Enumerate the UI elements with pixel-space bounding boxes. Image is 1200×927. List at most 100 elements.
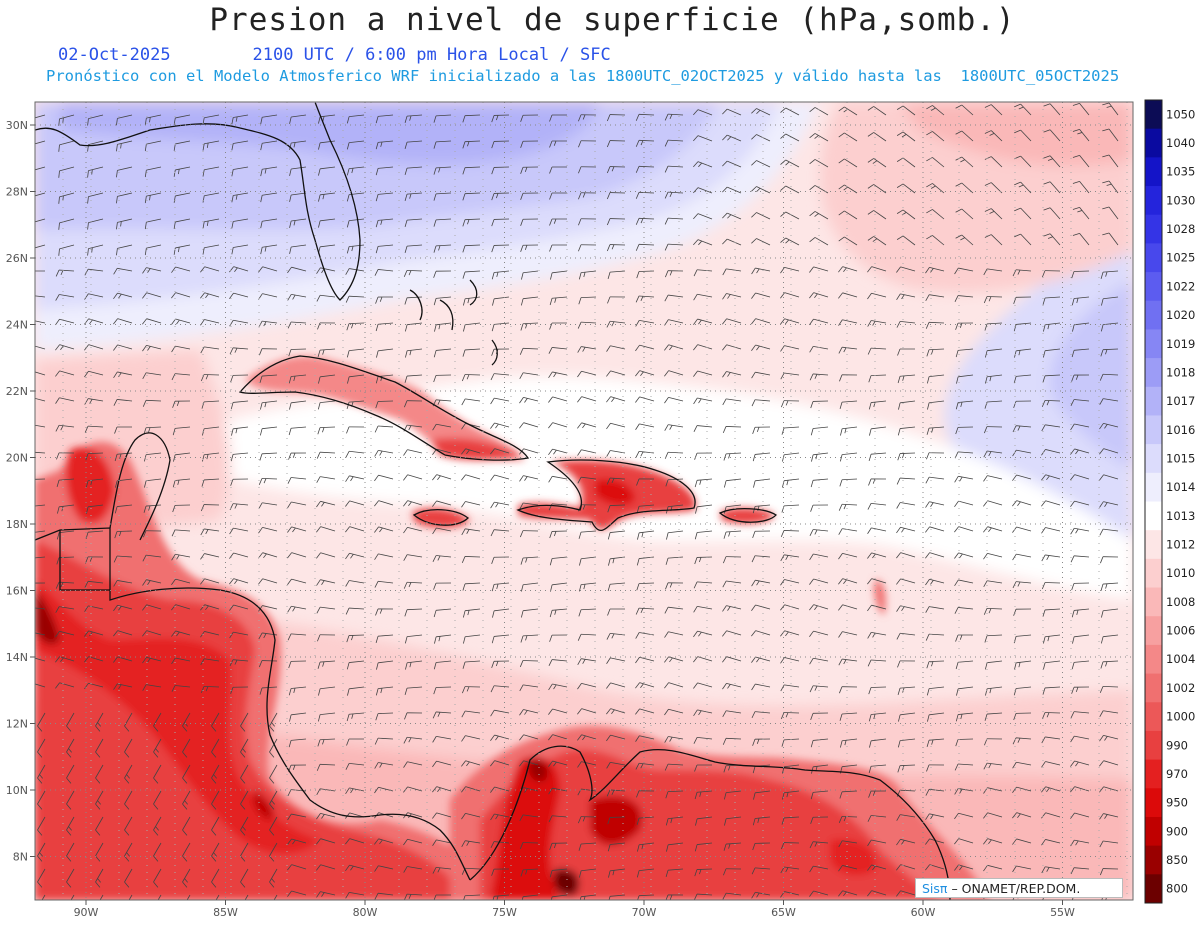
wind-barb [142, 604, 162, 611]
wind-barb [316, 838, 336, 845]
wind-barb [461, 840, 481, 847]
wind-barb [490, 373, 510, 381]
wind-barb [142, 318, 162, 325]
wind-barb [955, 634, 974, 642]
wind-barb [578, 166, 597, 174]
wind-barb [897, 348, 916, 356]
wind-barb [462, 660, 481, 669]
wind-barb [983, 526, 1003, 533]
wind-barb [752, 452, 771, 462]
wind-barb [867, 527, 887, 534]
wind-barb [287, 633, 307, 641]
wind-barb [983, 812, 1003, 819]
colorbar-label: 1017 [1166, 394, 1195, 408]
wind-barb [260, 400, 278, 410]
wind-barb [200, 553, 220, 560]
wind-barb [35, 556, 46, 559]
wind-barb [462, 166, 481, 175]
wind-barb [273, 894, 278, 900]
map-frame [34, 101, 1134, 901]
wind-barb [462, 348, 481, 357]
wind-barb [461, 710, 481, 718]
wind-barb [810, 478, 829, 488]
wind-barb [345, 295, 365, 303]
wind-barb [664, 294, 684, 302]
wind-barb [433, 114, 452, 123]
wind-barb [1041, 424, 1061, 432]
wind-barb [346, 140, 365, 150]
wind-barb [490, 813, 510, 821]
wind-barb [144, 244, 162, 256]
wind-barb [780, 684, 800, 692]
wind-barb [780, 345, 800, 352]
wind-barb [95, 816, 104, 836]
wind-barb [287, 813, 307, 821]
wind-barb [635, 708, 655, 715]
wind-barb [35, 657, 46, 662]
wind-barb [693, 370, 713, 377]
wind-barb [925, 501, 945, 508]
wind-barb [1071, 686, 1090, 694]
wind-barb [954, 500, 974, 508]
wind-barb [810, 504, 829, 512]
wind-barb [461, 786, 481, 793]
wind-barb [925, 838, 945, 845]
wind-barb [954, 763, 974, 771]
wind-barb [925, 476, 945, 484]
wind-barb [722, 212, 742, 220]
wind-barb [142, 630, 162, 637]
wind-barb [171, 604, 191, 611]
wind-barb [983, 762, 1003, 770]
lon-label: 75W [492, 906, 517, 919]
wind-barb [1043, 155, 1061, 168]
wind-barb [519, 502, 539, 510]
lon-label: 70W [632, 906, 657, 919]
wind-barb [839, 686, 858, 694]
wind-barb [578, 140, 597, 148]
wind-barb [1012, 553, 1032, 561]
wind-barb [897, 374, 916, 384]
wind-barb [288, 348, 307, 357]
wind-barb [1070, 786, 1090, 793]
wind-barb [316, 526, 336, 533]
wind-barb [200, 685, 220, 693]
wind-barb [375, 400, 394, 409]
wind-barb [231, 114, 249, 125]
wind-barb [548, 347, 568, 354]
wind-barb [753, 478, 771, 488]
wind-barb [810, 816, 829, 824]
wind-barb [1070, 555, 1090, 563]
wind-barb [867, 631, 887, 639]
wind-barb [926, 374, 945, 384]
wind-barb [693, 682, 713, 689]
wind-barb [577, 734, 597, 741]
wind-barb [867, 815, 887, 822]
colorbar-swatch [1145, 558, 1162, 589]
wind-barb [432, 839, 452, 846]
wind-barb [432, 423, 452, 431]
lon-label: 90W [74, 906, 99, 919]
colorbar-label: 1035 [1166, 165, 1195, 179]
wind-barb [984, 104, 1003, 116]
wind-barb [269, 790, 278, 810]
wind-barb [316, 763, 336, 771]
wind-barb [55, 318, 75, 326]
wind-barb [635, 370, 655, 377]
wind-barb [867, 864, 887, 871]
wind-barb [809, 159, 829, 168]
wind-barb [549, 114, 568, 122]
wind-barb [635, 139, 655, 147]
wind-barb [375, 140, 394, 150]
wind-barb [1099, 868, 1119, 876]
lat-label: 26N [6, 252, 28, 265]
wind-barb [462, 192, 481, 201]
wind-barb [153, 764, 162, 784]
wind-barb [231, 426, 249, 436]
wind-barb [403, 736, 423, 744]
wind-barb [113, 580, 133, 587]
wind-barb [607, 842, 626, 852]
wind-barb [722, 682, 742, 690]
wind-barb [492, 608, 510, 618]
wind-barb [374, 865, 394, 872]
wind-barb [171, 266, 191, 273]
